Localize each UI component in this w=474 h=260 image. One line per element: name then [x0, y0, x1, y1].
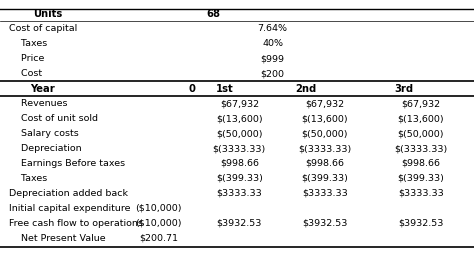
Text: Initial capital expenditure: Initial capital expenditure [9, 204, 131, 213]
Text: $(3333.33): $(3333.33) [213, 144, 266, 153]
Text: $200: $200 [261, 69, 284, 78]
Text: Free cash flow to operations: Free cash flow to operations [9, 219, 143, 228]
Text: Cost: Cost [9, 69, 43, 78]
Text: $999: $999 [261, 54, 284, 63]
Text: $(13,600): $(13,600) [301, 114, 348, 123]
Text: $(399.33): $(399.33) [301, 174, 348, 183]
Text: Taxes: Taxes [9, 174, 48, 183]
Text: $(13,600): $(13,600) [397, 114, 444, 123]
Text: $3333.33: $3333.33 [217, 189, 262, 198]
Text: Net Present Value: Net Present Value [9, 234, 106, 243]
Text: $998.66: $998.66 [220, 159, 259, 168]
Text: ($10,000): ($10,000) [136, 219, 182, 228]
Text: $3932.53: $3932.53 [217, 219, 262, 228]
Text: $998.66: $998.66 [305, 159, 344, 168]
Text: $3333.33: $3333.33 [302, 189, 347, 198]
Text: $67,932: $67,932 [220, 99, 259, 108]
Text: Price: Price [9, 54, 45, 63]
Text: $(399.33): $(399.33) [216, 174, 263, 183]
Text: Depreciation: Depreciation [9, 144, 82, 153]
Text: $(13,600): $(13,600) [216, 114, 263, 123]
Text: 68: 68 [206, 9, 220, 19]
Text: 40%: 40% [262, 39, 283, 48]
Text: Year: Year [30, 84, 55, 94]
Text: Revenues: Revenues [9, 99, 68, 108]
Text: $(50,000): $(50,000) [397, 129, 444, 138]
Text: $3333.33: $3333.33 [398, 189, 444, 198]
Text: $67,932: $67,932 [305, 99, 344, 108]
Text: Earnings Before taxes: Earnings Before taxes [9, 159, 126, 168]
Text: 3rd: 3rd [394, 84, 414, 94]
Text: Cost of capital: Cost of capital [9, 24, 78, 34]
Text: $3932.53: $3932.53 [398, 219, 443, 228]
Text: $(3333.33): $(3333.33) [394, 144, 447, 153]
Text: 1st: 1st [216, 84, 234, 94]
Text: $(399.33): $(399.33) [397, 174, 444, 183]
Text: Taxes: Taxes [9, 39, 48, 48]
Text: $(3333.33): $(3333.33) [298, 144, 351, 153]
Text: 7.64%: 7.64% [257, 24, 288, 34]
Text: $(50,000): $(50,000) [216, 129, 263, 138]
Text: Units: Units [33, 9, 62, 19]
Text: $998.66: $998.66 [401, 159, 440, 168]
Text: $3932.53: $3932.53 [302, 219, 347, 228]
Text: ($10,000): ($10,000) [136, 204, 182, 213]
Text: $(50,000): $(50,000) [301, 129, 348, 138]
Text: Depreciation added back: Depreciation added back [9, 189, 128, 198]
Text: Cost of unit sold: Cost of unit sold [9, 114, 99, 123]
Text: $200.71: $200.71 [139, 234, 178, 243]
Text: Salary costs: Salary costs [9, 129, 79, 138]
Text: 2nd: 2nd [295, 84, 316, 94]
Text: 0: 0 [189, 84, 195, 94]
Text: $67,932: $67,932 [401, 99, 440, 108]
